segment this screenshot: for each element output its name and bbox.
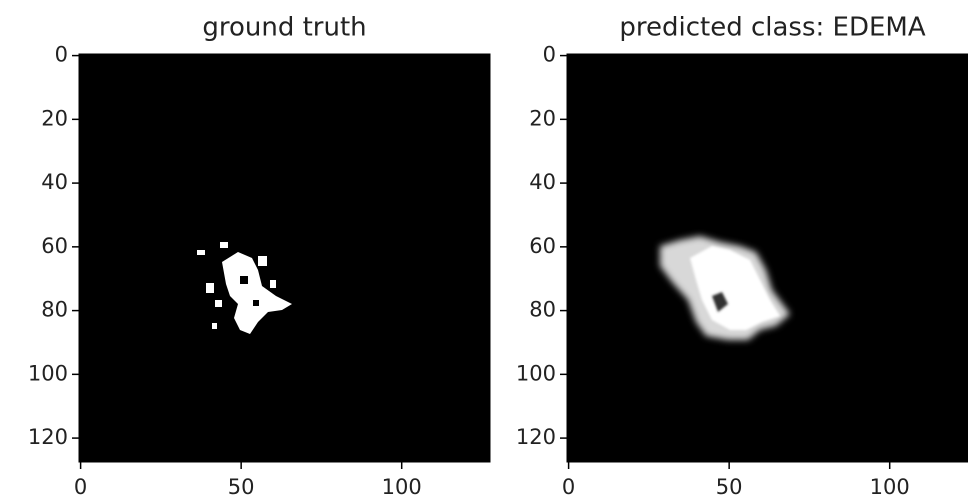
x-tick-label: 0: [74, 475, 87, 499]
y-tick-label: 40: [41, 170, 68, 194]
panel-title: ground truth: [202, 13, 366, 43]
y-tick-label: 120: [28, 425, 68, 449]
x-tick-label: 50: [716, 475, 743, 499]
y-tick-label: 40: [529, 170, 556, 194]
y-tick-label: 60: [41, 234, 68, 258]
y-tick-label: 0: [543, 43, 556, 67]
y-tick-label: 100: [28, 361, 68, 385]
image-area: [567, 54, 968, 462]
x-tick-label: 50: [228, 475, 255, 499]
y-tick-label: 80: [41, 298, 68, 322]
x-tick-label: 0: [562, 475, 575, 499]
y-tick-label: 0: [55, 43, 68, 67]
y-tick-label: 80: [529, 298, 556, 322]
y-tick-label: 120: [516, 425, 556, 449]
panel-title: predicted class: EDEMA: [619, 13, 925, 43]
y-tick-label: 100: [516, 361, 556, 385]
panels: ground truth 0 50 100 0 20 40 60 80 100 120 predict…: [28, 13, 968, 500]
x-tick-label: 100: [870, 475, 910, 499]
page: ground truth 0 50 100 0 20 40 60 80 100 120 predict…: [0, 0, 968, 504]
panel: ground truth 0 50 100 0 20 40 60 80 100 120: [28, 13, 490, 500]
y-tick-label: 20: [529, 106, 556, 130]
y-tick-label: 60: [529, 234, 556, 258]
x-tick-label: 100: [382, 475, 422, 499]
figure: ground truth 0 50 100 0 20 40 60 80 100 120 predict…: [0, 0, 968, 504]
y-tick-label: 20: [41, 106, 68, 130]
image-area: [79, 54, 490, 462]
